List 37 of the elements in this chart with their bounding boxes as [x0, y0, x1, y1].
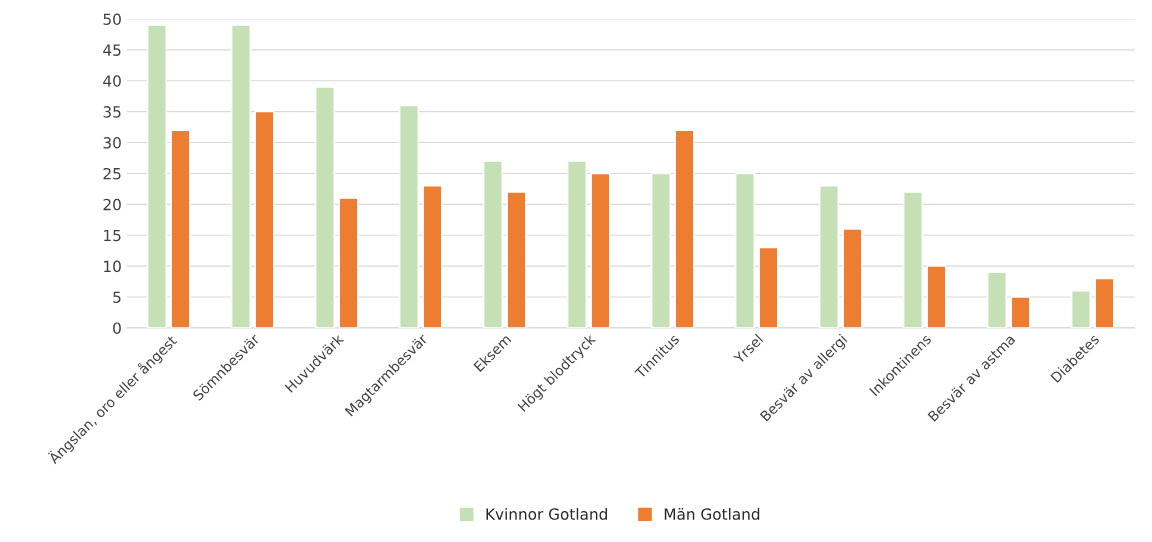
bar: [254, 110, 275, 328]
bar: [819, 185, 839, 328]
bar: [147, 24, 167, 328]
bar: [1094, 277, 1115, 328]
bar: [483, 160, 503, 328]
y-tick-label: 10: [104, 260, 121, 273]
y-tick-label: 30: [103, 137, 121, 149]
y-tick-label: 0: [113, 322, 121, 334]
y-tick-label: 5: [113, 291, 121, 304]
bar: [926, 265, 947, 328]
bar: [422, 185, 443, 328]
y-tick-label: 45: [103, 44, 121, 56]
bar: [651, 172, 671, 328]
bar: [567, 160, 587, 328]
y-tick-label: 20: [103, 198, 121, 211]
y-tick-label: 25: [103, 167, 121, 180]
bar: [842, 228, 863, 328]
bar: [170, 129, 191, 328]
bar: [758, 246, 779, 328]
bar: [987, 271, 1007, 328]
y-tick-label: 35: [103, 106, 121, 118]
bar: [231, 24, 251, 328]
legend-label: Kvinnor Gotland: [486, 508, 607, 520]
bar: [590, 172, 611, 328]
legend-label: Män Gotland: [664, 508, 760, 520]
bar: [315, 86, 335, 328]
y-tick-label: 40: [103, 75, 121, 87]
bar: [674, 129, 695, 328]
bar: [1010, 296, 1031, 328]
bar: [903, 191, 923, 328]
bar: [399, 104, 419, 328]
y-tick-label: 15: [104, 229, 121, 242]
bar: [735, 172, 755, 328]
bar: [1071, 290, 1091, 328]
bar: [338, 197, 359, 328]
y-tick-label: 50: [103, 13, 121, 25]
bar: [506, 191, 527, 328]
